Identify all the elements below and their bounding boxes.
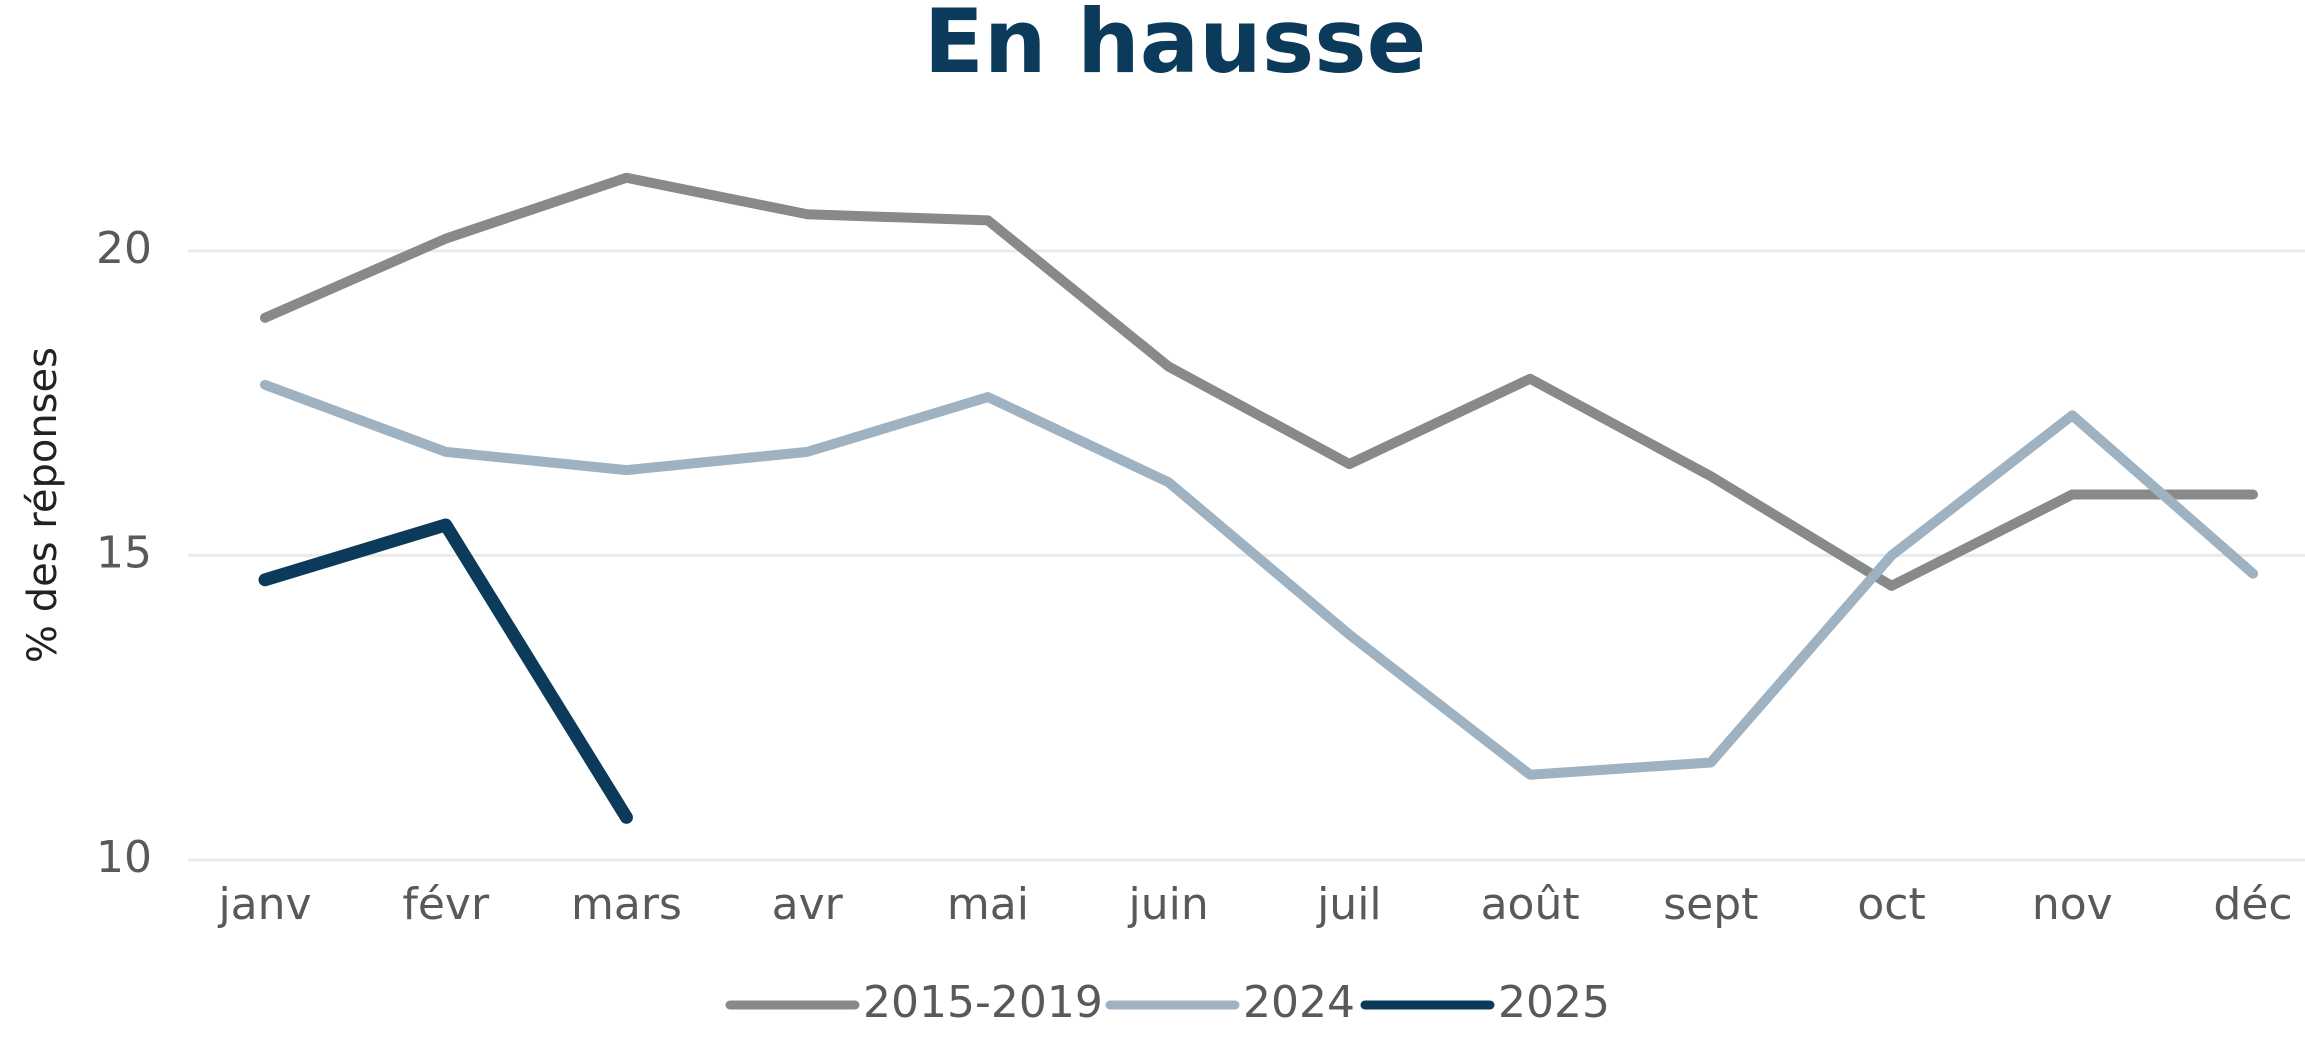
y-tick-label: 10	[96, 832, 152, 883]
x-tick-label: nov	[2032, 879, 2113, 930]
legend-label: 2024	[1243, 977, 1355, 1028]
series-line	[260, 379, 2258, 780]
x-tick-label: mai	[947, 879, 1029, 930]
x-tick-label: oct	[1857, 879, 1925, 930]
x-tick-label: janv	[217, 879, 311, 930]
series-line	[258, 518, 633, 824]
chart-title: En hausse	[924, 0, 1427, 93]
x-tick-label: févr	[402, 879, 490, 930]
legend-label: 2015-2019	[863, 977, 1103, 1028]
x-tick-label: mars	[571, 879, 682, 930]
series-line	[260, 172, 2258, 591]
y-tick-label: 15	[96, 527, 152, 578]
legend-label: 2025	[1498, 977, 1610, 1028]
y-tick-label: 20	[96, 223, 152, 274]
y-axis-label: % des réponses	[20, 347, 66, 663]
x-tick-label: juil	[1316, 879, 1382, 930]
x-tick-label: août	[1481, 879, 1580, 930]
x-tick-label: juin	[1128, 879, 1209, 930]
x-tick-label: avr	[772, 879, 844, 930]
x-tick-label: déc	[2213, 879, 2292, 930]
x-tick-label: sept	[1663, 879, 1758, 930]
